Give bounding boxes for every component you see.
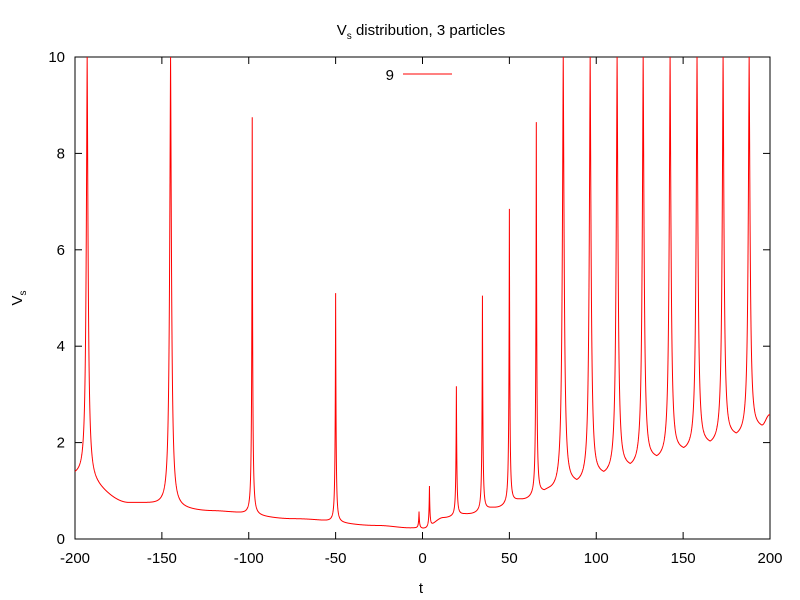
y-tick-label: 2 xyxy=(57,435,65,452)
y-axis-label-subscript: s xyxy=(18,290,29,295)
x-tick-label: 100 xyxy=(584,550,609,567)
y-axis-label-main: V xyxy=(9,295,26,305)
y-tick-label: 4 xyxy=(57,338,65,355)
legend: 9 xyxy=(386,67,452,84)
data-point-peak xyxy=(87,57,88,58)
plot-frame xyxy=(74,56,771,540)
y-axis-ticks: 0 2 4 6 8 10 xyxy=(48,49,770,548)
data-point-peak xyxy=(670,57,671,58)
data-point-peak xyxy=(617,57,618,58)
data-point-peak xyxy=(170,57,171,58)
x-tick-label: 150 xyxy=(671,550,696,567)
data-point-peak xyxy=(536,122,537,123)
data-point-peak xyxy=(252,117,253,118)
x-tick-label: -50 xyxy=(325,550,347,567)
data-point-peak xyxy=(429,485,430,486)
x-tick-label: 50 xyxy=(501,550,518,567)
chart-title-subscript: s xyxy=(347,31,352,42)
x-tick-label: -200 xyxy=(60,550,90,567)
data-point-peak xyxy=(697,57,698,58)
x-tick-label: -100 xyxy=(234,550,264,567)
series-line xyxy=(74,56,771,529)
x-tick-label: 0 xyxy=(418,550,426,567)
x-axis-label: t xyxy=(419,580,424,597)
data-point-peak xyxy=(335,293,336,294)
data-point-peak xyxy=(643,57,644,58)
y-axis-label: Vs xyxy=(9,290,29,305)
chart-title-main: V xyxy=(337,22,347,39)
y-tick-label: 6 xyxy=(57,242,65,259)
x-axis-ticks: -200 -150 -100 -50 0 50 100 150 200 xyxy=(60,57,783,567)
data-point-peak xyxy=(723,57,724,58)
chart-title-rest: distribution, 3 particles xyxy=(352,22,505,39)
data-point-peak xyxy=(456,386,457,387)
data-point-peak xyxy=(590,57,591,58)
data-point-peak xyxy=(563,57,564,58)
x-tick-label: -150 xyxy=(147,550,177,567)
y-tick-label: 0 xyxy=(57,531,65,548)
legend-label: 9 xyxy=(386,67,394,84)
data-point-peak xyxy=(419,511,420,512)
chart-title: Vs distribution, 3 particles xyxy=(337,22,505,42)
y-tick-label: 10 xyxy=(48,49,65,66)
data-point-peak xyxy=(749,57,750,58)
plot-border xyxy=(74,56,771,540)
series-layer xyxy=(74,56,771,529)
data-point-peak xyxy=(482,295,483,296)
data-point-peak xyxy=(509,208,510,209)
x-tick-label: 200 xyxy=(757,550,782,567)
y-tick-label: 8 xyxy=(57,145,65,162)
